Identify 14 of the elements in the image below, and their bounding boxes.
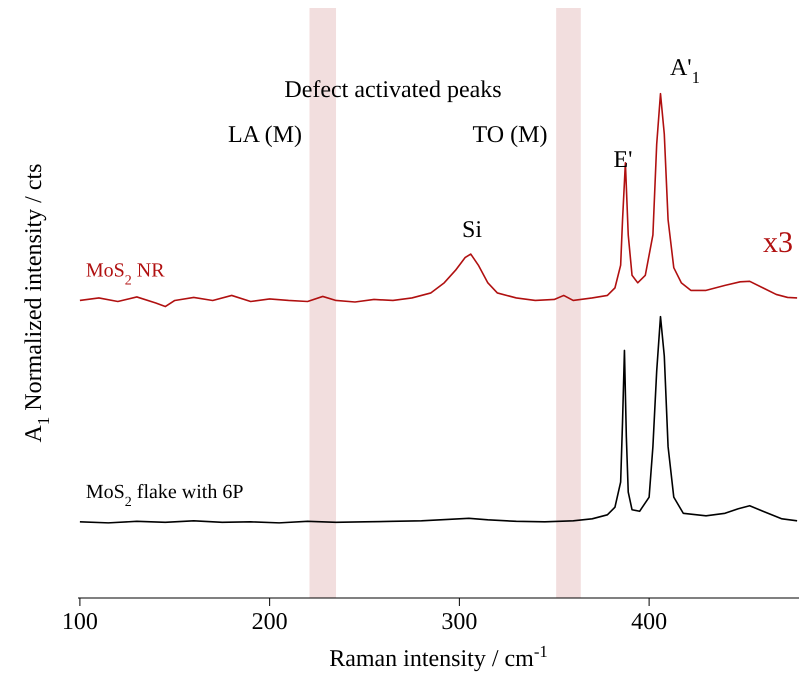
x-tick-label: 200 bbox=[252, 609, 288, 636]
annotation: x3 bbox=[763, 226, 793, 258]
annotation: Defect activated peaks bbox=[284, 77, 502, 103]
series-label: MoS$_{2}$ NR bbox=[86, 259, 166, 288]
annotation: E' bbox=[614, 147, 632, 173]
annotation: TO (M) bbox=[472, 122, 548, 148]
x-axis-title: Raman intensity / cm$^{-1}$ bbox=[329, 642, 548, 672]
annotation: LA (M) bbox=[228, 122, 302, 148]
x-tick-label: 100 bbox=[62, 609, 98, 636]
annotation: Si bbox=[462, 217, 482, 243]
x-tick-label: 300 bbox=[441, 609, 478, 636]
text: A'$_{1}$ bbox=[670, 55, 700, 87]
x-tick-label: 400 bbox=[631, 609, 668, 636]
series-label: MoS$_{2}$ flake with 6P bbox=[86, 480, 244, 510]
